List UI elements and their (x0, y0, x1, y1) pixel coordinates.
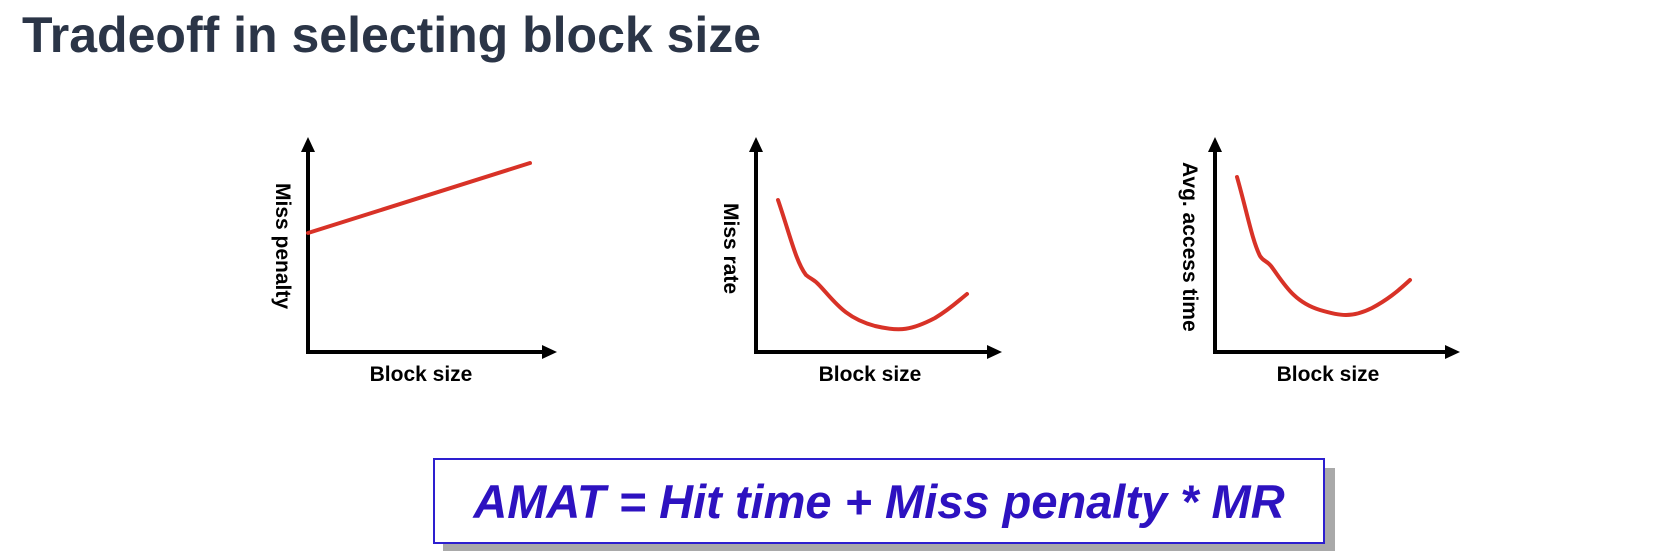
avg-access-time-curve (1235, 175, 1412, 317)
formula-box: AMAT = Hit time + Miss penalty * MR (433, 458, 1325, 544)
plot-avg-access-time-ylabel: Avg. access time (1178, 162, 1201, 332)
y-axis-arrow (301, 137, 315, 152)
y-axis-arrow (749, 137, 763, 152)
miss-rate-curve (776, 198, 969, 332)
miss-penalty-curve (306, 161, 532, 235)
x-axis-arrow (1445, 345, 1460, 359)
amat-formula: AMAT = Hit time + Miss penalty * MR (473, 474, 1285, 528)
y-axis-arrow (1208, 137, 1222, 152)
slide-title: Tradeoff in selecting block size (22, 7, 762, 63)
plot-avg-access-time-xlabel: Block size (1276, 363, 1380, 386)
x-axis-arrow (542, 345, 557, 359)
x-axis-arrow (987, 345, 1002, 359)
plot-miss-rate-xlabel: Block size (818, 363, 922, 386)
plot-miss-penalty-xlabel: Block size (369, 363, 473, 386)
